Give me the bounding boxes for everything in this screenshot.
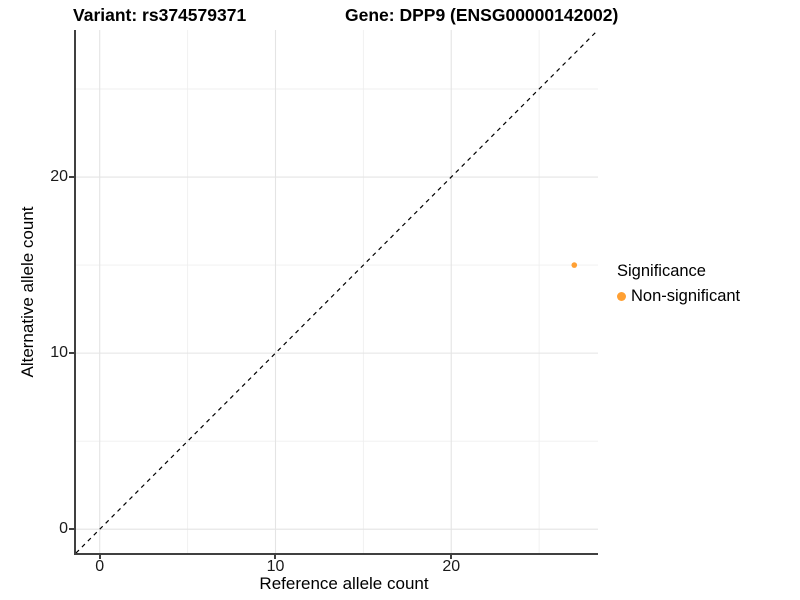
legend-entry-label: Non-significant [631,287,741,305]
legend-key-dot-icon [617,292,626,301]
x-axis-tick-label: 0 [95,558,105,575]
legend-entry: Non-significant [617,287,740,306]
legend-title: Significance [617,262,706,280]
x-axis-label: Reference allele count [259,574,429,593]
x-axis-tick-mark [274,554,277,559]
plot-panel [74,30,598,555]
plot-canvas [76,30,598,553]
legend: Significance Non-significant [617,262,740,306]
x-axis-tick-mark [98,554,101,559]
y-axis-label: Alternative allele count [18,206,37,378]
x-axis-tick-label: 20 [442,558,461,575]
y-axis-tick-label: 10 [50,344,68,362]
y-axis-tick-mark [69,528,74,531]
data-point [571,262,578,268]
y-axis-tick-mark [69,176,74,179]
plot-title-variant: Variant: rs374579371 [73,5,247,25]
identity-dashed-line [76,30,598,553]
y-axis-tick-mark [69,352,74,355]
x-axis-tick-mark [450,554,453,559]
y-axis-tick-label: 20 [50,168,68,186]
plot-title-gene: Gene: DPP9 (ENSG00000142002) [345,5,619,25]
y-axis-tick-label: 0 [59,520,68,538]
x-axis-tick-label: 10 [266,558,285,575]
legend-entries: Non-significant [617,287,740,306]
